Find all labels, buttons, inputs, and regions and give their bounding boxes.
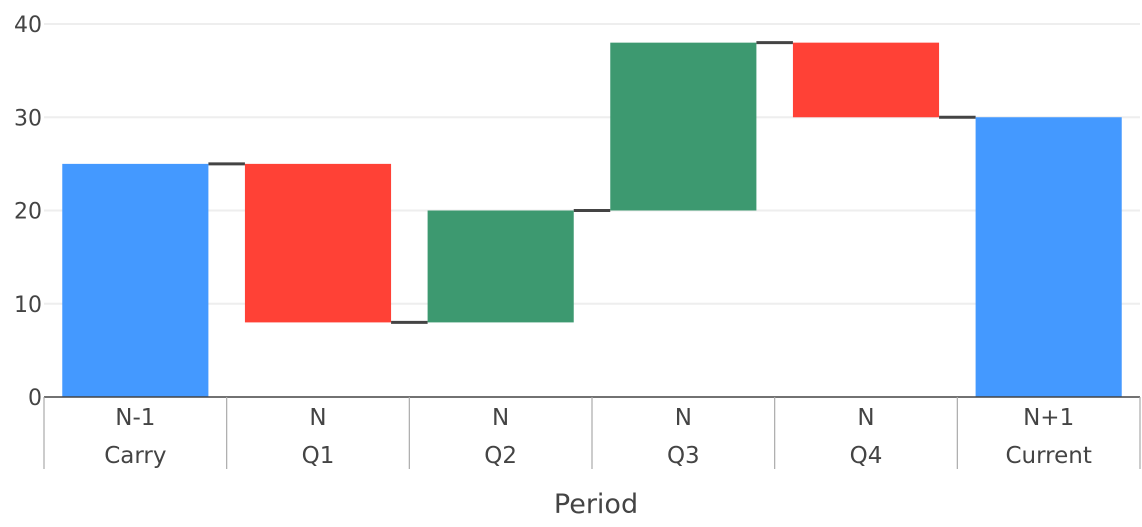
bar-decrease (792, 42, 940, 118)
axes: 0 10 20 30 40 N-1 Carry N Q1 N Q2 N Q3 N Q4 N+1 Current (14, 13, 1141, 469)
x-category-label: Current (1005, 443, 1091, 469)
y-tick-label: 0 (28, 386, 42, 411)
y-tick-label: 30 (14, 106, 42, 131)
bar-increase (610, 42, 757, 211)
x-category-label: Q4 (850, 443, 883, 469)
x-category-label: Q2 (484, 443, 517, 469)
x-group-label: N (492, 405, 509, 431)
x-group-label: N-1 (115, 405, 155, 431)
y-tick-label: 10 (14, 293, 42, 318)
bar-increase (427, 210, 574, 323)
x-group-label: N (675, 405, 692, 431)
bar-decrease (244, 163, 392, 323)
bar-total (62, 163, 209, 397)
x-group-label: N (309, 405, 326, 431)
x-group-label: N+1 (1023, 405, 1074, 431)
x-category-label: Q1 (302, 443, 335, 469)
y-tick-label: 40 (14, 13, 42, 38)
x-category-label: Q3 (667, 443, 700, 469)
bars (62, 42, 1122, 397)
bar-total (975, 117, 1122, 397)
y-tick-label: 20 (14, 200, 42, 225)
grid-lines (44, 23, 1140, 305)
x-category-label: Carry (104, 443, 166, 469)
connectors (208, 41, 976, 324)
x-axis-title: Period (554, 489, 638, 520)
x-group-label: N (857, 405, 874, 431)
